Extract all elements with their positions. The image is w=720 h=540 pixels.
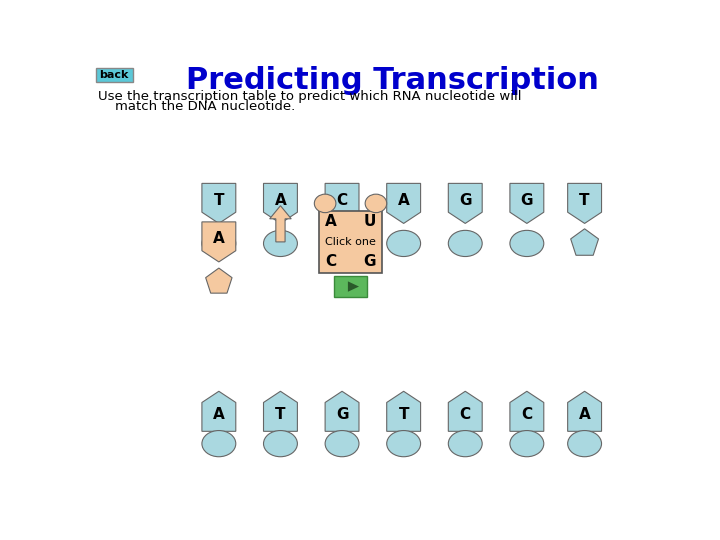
Polygon shape: [328, 229, 356, 255]
Ellipse shape: [510, 430, 544, 457]
Polygon shape: [387, 184, 420, 224]
Text: A: A: [274, 193, 287, 208]
Text: C: C: [459, 407, 471, 422]
Text: Use the transcription table to predict which RNA nucleotide will: Use the transcription table to predict w…: [98, 90, 521, 103]
Polygon shape: [264, 184, 297, 224]
Polygon shape: [348, 281, 359, 292]
Ellipse shape: [202, 430, 235, 457]
Text: C: C: [521, 407, 532, 422]
Text: T: T: [398, 407, 409, 422]
Ellipse shape: [567, 430, 601, 457]
Text: Predicting Transcription: Predicting Transcription: [186, 66, 598, 94]
Text: A: A: [579, 407, 590, 422]
Text: T: T: [580, 193, 590, 208]
Text: A: A: [213, 231, 225, 246]
Text: A: A: [213, 407, 225, 422]
Polygon shape: [449, 392, 482, 431]
Ellipse shape: [202, 231, 235, 256]
Polygon shape: [202, 392, 235, 431]
Text: G: G: [336, 407, 348, 422]
Text: Click one: Click one: [325, 237, 376, 247]
FancyBboxPatch shape: [319, 211, 382, 273]
FancyBboxPatch shape: [333, 276, 367, 298]
FancyBboxPatch shape: [96, 68, 132, 82]
Text: G: G: [521, 193, 533, 208]
Polygon shape: [567, 392, 601, 431]
Ellipse shape: [510, 231, 544, 256]
Polygon shape: [202, 184, 235, 224]
Text: back: back: [99, 70, 129, 80]
Text: U: U: [364, 214, 376, 230]
Text: A: A: [325, 214, 337, 230]
Polygon shape: [202, 222, 235, 262]
Polygon shape: [567, 184, 601, 224]
Text: C: C: [336, 193, 348, 208]
Polygon shape: [325, 392, 359, 431]
Ellipse shape: [449, 231, 482, 256]
Ellipse shape: [264, 231, 297, 256]
Ellipse shape: [365, 194, 387, 213]
Ellipse shape: [264, 430, 297, 457]
Text: T: T: [214, 193, 224, 208]
Polygon shape: [571, 229, 598, 255]
Ellipse shape: [325, 430, 359, 457]
Text: match the DNA nucleotide.: match the DNA nucleotide.: [98, 100, 295, 113]
Polygon shape: [270, 206, 291, 242]
Polygon shape: [510, 392, 544, 431]
Text: A: A: [397, 193, 410, 208]
Polygon shape: [387, 392, 420, 431]
Polygon shape: [206, 268, 232, 293]
Ellipse shape: [315, 194, 336, 213]
Ellipse shape: [387, 231, 420, 256]
Polygon shape: [325, 184, 359, 224]
Ellipse shape: [449, 430, 482, 457]
Text: G: G: [364, 254, 376, 269]
Polygon shape: [449, 184, 482, 224]
Text: C: C: [325, 254, 337, 269]
Text: G: G: [459, 193, 472, 208]
Text: T: T: [275, 407, 286, 422]
Polygon shape: [264, 392, 297, 431]
Ellipse shape: [387, 430, 420, 457]
Polygon shape: [510, 184, 544, 224]
